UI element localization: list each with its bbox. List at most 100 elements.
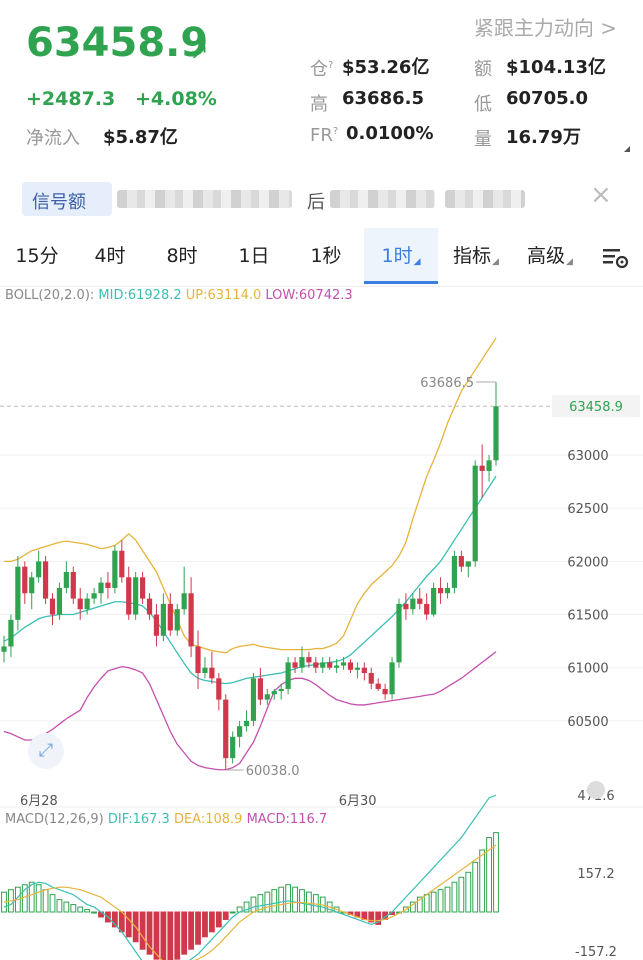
chevron-down-icon: ◢ bbox=[492, 257, 499, 267]
macd-histogram-bar bbox=[250, 896, 257, 913]
macd-name: MACD(12,26,9) bbox=[5, 812, 104, 827]
low-value: 60705.0 bbox=[506, 88, 588, 109]
netflow-value: $5.87亿 bbox=[103, 127, 178, 148]
macd-histogram-bar bbox=[49, 894, 56, 913]
macd-histogram-bar bbox=[271, 889, 278, 913]
candle-body bbox=[451, 556, 458, 588]
tab-1s[interactable]: 1秒 bbox=[310, 245, 342, 267]
candle-body bbox=[458, 556, 464, 567]
macd-histogram-bar bbox=[306, 891, 312, 913]
price-axis-label: 60500 bbox=[567, 715, 608, 730]
macd-histogram-bar bbox=[91, 911, 97, 914]
funding-rate-label: FR? bbox=[310, 125, 339, 146]
macd-histogram-bar bbox=[167, 911, 174, 960]
macd-axis-label: -157.2 bbox=[575, 945, 617, 960]
volume-value: 16.79万 bbox=[506, 127, 581, 148]
macd-histogram-bar bbox=[229, 911, 236, 914]
arrow-up-right-icon: ↗ bbox=[190, 40, 209, 65]
timeframe-tabs: 15分 4时 8时 1日 1秒 1时◢ 指标◢ 高级◢ bbox=[0, 228, 643, 287]
fullscreen-expand-icon[interactable]: ⤢ bbox=[28, 733, 64, 769]
candle-body bbox=[70, 571, 76, 599]
macd-histogram-bar bbox=[111, 911, 118, 928]
candle-body bbox=[42, 561, 49, 599]
open-interest-value: $53.26亿 bbox=[342, 57, 430, 78]
notice-middle: 后 bbox=[307, 192, 325, 213]
candle-body bbox=[410, 598, 416, 610]
candle-body bbox=[216, 678, 222, 700]
corner-expand-icon[interactable] bbox=[624, 146, 630, 152]
candle-body bbox=[437, 587, 444, 594]
candle-body bbox=[285, 662, 291, 689]
chevron-down-icon: ◢ bbox=[566, 257, 573, 267]
tab-15m[interactable]: 15分 bbox=[15, 245, 59, 267]
macd-histogram-bar bbox=[208, 911, 215, 933]
candle-body bbox=[257, 678, 263, 700]
follow-main-force-link[interactable]: 紧跟主力动向 > bbox=[473, 16, 617, 40]
candle-body bbox=[417, 598, 423, 604]
macd-histogram-bar bbox=[139, 911, 146, 950]
close-icon[interactable]: × bbox=[590, 180, 612, 210]
price-change: +2487.3 bbox=[26, 88, 116, 110]
candle-body bbox=[340, 662, 347, 666]
chart-settings-icon[interactable] bbox=[590, 228, 640, 284]
macd-histogram-bar bbox=[451, 881, 458, 913]
macd-histogram-bar bbox=[292, 886, 298, 913]
macd-histogram-bar bbox=[430, 891, 437, 913]
macd-dea: DEA:108.9 bbox=[173, 812, 243, 827]
macd-histogram-bar bbox=[84, 909, 91, 913]
tab-advanced[interactable]: 高级◢ bbox=[514, 228, 586, 284]
macd-setting-icon bbox=[587, 781, 605, 799]
candle-body bbox=[327, 662, 333, 668]
boll-low: LOW:60742.3 bbox=[265, 288, 353, 303]
macd-histogram-bar bbox=[195, 911, 201, 945]
candle-body bbox=[119, 550, 125, 578]
candle-body bbox=[202, 667, 208, 674]
candle-body bbox=[15, 566, 21, 620]
candle-body bbox=[153, 614, 160, 636]
boll-legend: BOLL(20,2.0): MID:61928.2 UP:63114.0 LOW… bbox=[5, 288, 353, 303]
tab-8h[interactable]: 8时 bbox=[166, 245, 198, 267]
notice-prefix: 信号额 bbox=[32, 192, 86, 213]
candle-body bbox=[139, 577, 146, 599]
candle-body bbox=[334, 665, 340, 668]
macd-histogram-bar bbox=[42, 889, 49, 913]
candle-body bbox=[465, 561, 471, 567]
candle-body bbox=[22, 566, 28, 594]
tab-1h-label: 1时 bbox=[381, 245, 413, 267]
macd-histogram-bar bbox=[444, 886, 451, 913]
macd-histogram-bar bbox=[423, 894, 430, 913]
candle-body bbox=[174, 609, 180, 631]
candle-body bbox=[209, 667, 215, 679]
macd-value: MACD:116.7 bbox=[246, 812, 328, 827]
candle-body bbox=[243, 720, 250, 727]
candle-body bbox=[84, 598, 90, 610]
macd-histogram-bar bbox=[409, 901, 416, 913]
candle-body bbox=[313, 662, 319, 668]
macd-histogram-bar bbox=[70, 904, 77, 913]
macd-histogram-bar bbox=[146, 911, 153, 955]
tab-1h[interactable]: 1时◢ bbox=[364, 228, 438, 284]
candle-body bbox=[1, 646, 7, 652]
macd-histogram-bar bbox=[264, 891, 271, 913]
macd-histogram-bar bbox=[403, 906, 409, 913]
macd-histogram-bar bbox=[160, 911, 167, 960]
candle-body bbox=[167, 603, 173, 631]
candle-body bbox=[375, 683, 381, 689]
candle-body bbox=[29, 577, 35, 594]
high-marker-label: 63686.5 bbox=[420, 376, 474, 391]
candle-body bbox=[299, 657, 305, 668]
candle-body bbox=[472, 465, 478, 562]
macd-histogram-bar bbox=[479, 849, 486, 913]
macd-histogram-bar bbox=[437, 889, 444, 913]
candle-body bbox=[112, 550, 118, 588]
price-axis-label: 63000 bbox=[567, 449, 608, 464]
tab-indicators[interactable]: 指标◢ bbox=[440, 228, 512, 284]
open-interest-label: 仓? bbox=[310, 59, 334, 80]
price-chart[interactable]: 63000 62500 62000 61500 61000 60500 63458.9 636… bbox=[0, 300, 643, 960]
last-price: 63458.9 bbox=[26, 20, 209, 66]
notice-banner[interactable]: 信号额 后 bbox=[22, 178, 622, 222]
macd-histogram-bar bbox=[56, 899, 63, 913]
tab-4h[interactable]: 4时 bbox=[94, 245, 126, 267]
tab-1d[interactable]: 1日 bbox=[238, 245, 270, 267]
macd-histogram-bar bbox=[77, 906, 84, 913]
